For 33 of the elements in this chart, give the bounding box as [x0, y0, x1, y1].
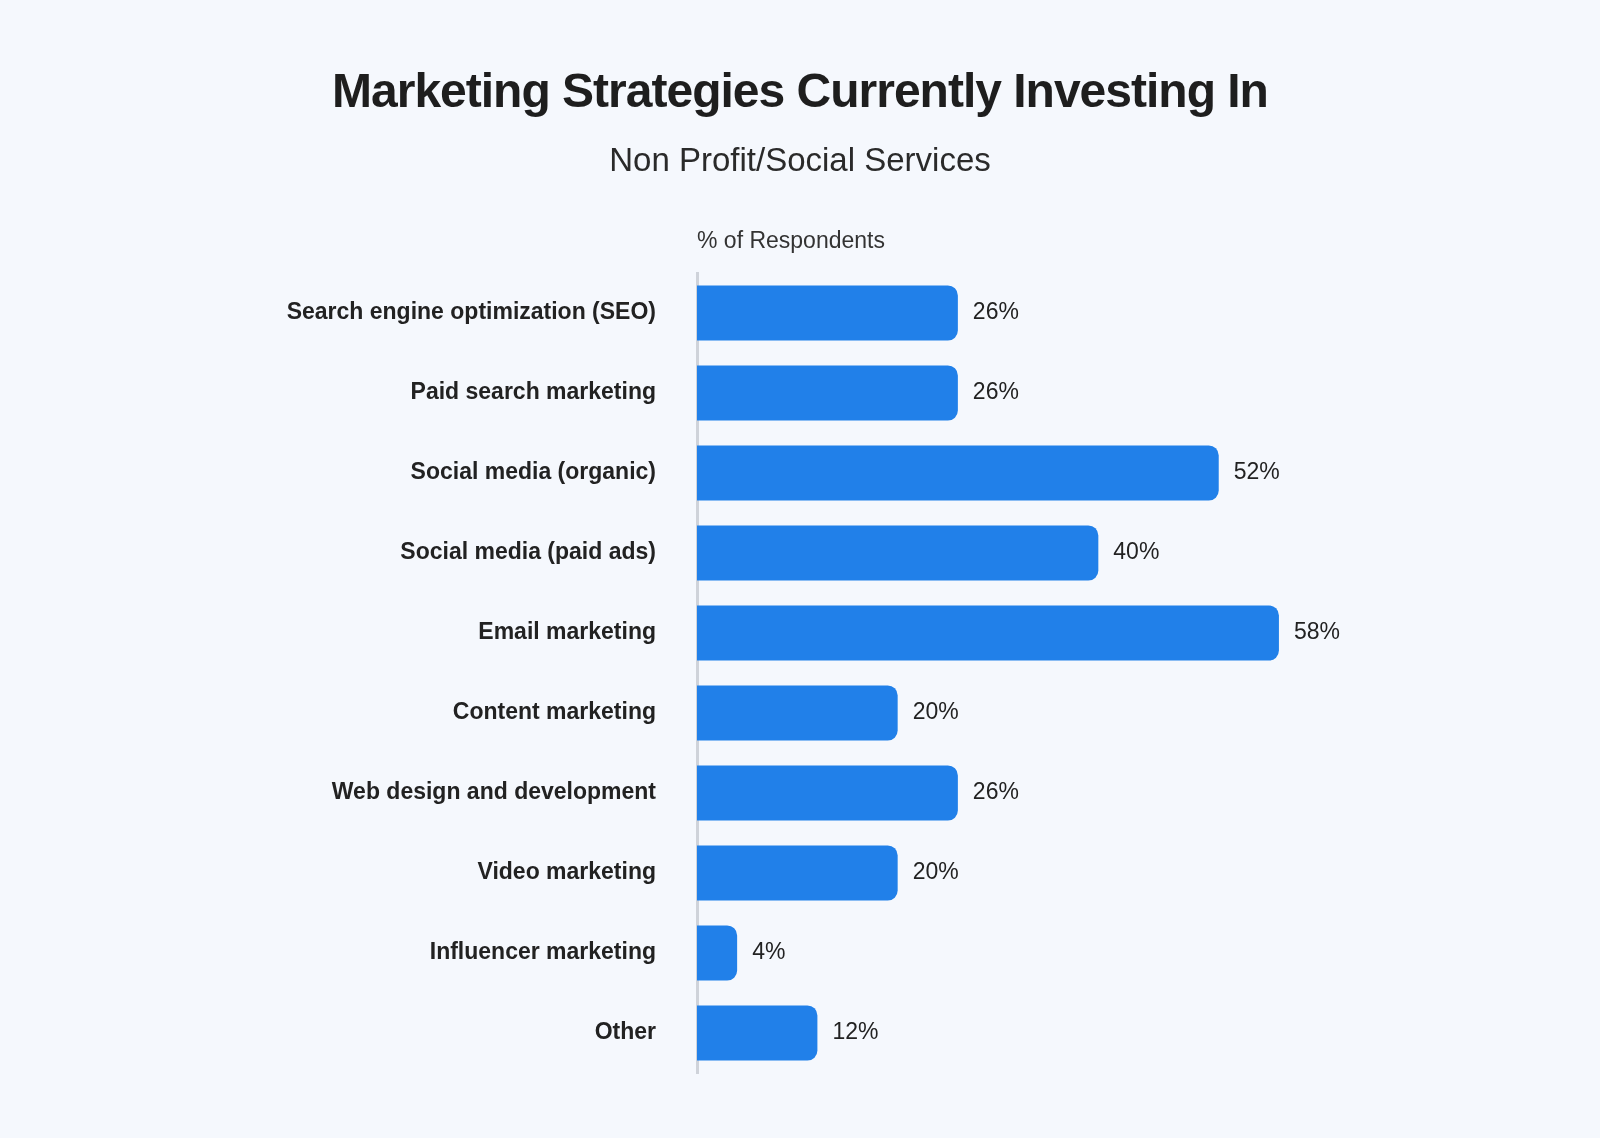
y-tick-label: Email marketing [478, 618, 656, 645]
bar [697, 845, 898, 901]
y-tick-label: Web design and development [331, 778, 657, 805]
data-label: 40% [1113, 538, 1160, 565]
y-tick-label: Content marketing [452, 698, 656, 725]
x-axis-title: % of Respondents [697, 227, 885, 254]
y-tick-label: Social media (paid ads) [400, 538, 656, 565]
bar [697, 445, 1219, 501]
data-label: 26% [972, 778, 1019, 805]
y-tick-label: Other [594, 1018, 657, 1045]
y-tick-label: Social media (organic) [410, 458, 656, 485]
y-tick-label: Video marketing [477, 858, 656, 885]
bar [697, 605, 1279, 661]
data-label: 26% [972, 298, 1019, 325]
data-label: 26% [972, 378, 1019, 405]
chart-title: Marketing Strategies Currently Investing In [331, 63, 1269, 119]
y-tick-label: Influencer marketing [429, 938, 656, 965]
bar [697, 525, 1099, 581]
y-tick-label: Search engine optimization (SEO) [286, 298, 656, 325]
chart-subtitle: Non Profit/Social Services [608, 140, 992, 180]
data-label: 12% [832, 1018, 879, 1045]
bar [697, 765, 958, 821]
bar [697, 1005, 818, 1061]
data-label: 52% [1233, 458, 1280, 485]
data-label: 4% [752, 938, 786, 965]
y-tick-label: Paid search marketing [410, 378, 656, 405]
data-label: 20% [912, 698, 959, 725]
bar [697, 285, 958, 341]
bar [697, 685, 898, 741]
bar [697, 365, 958, 421]
data-label: 58% [1293, 618, 1340, 645]
bar [697, 925, 738, 981]
data-label: 20% [912, 858, 959, 885]
